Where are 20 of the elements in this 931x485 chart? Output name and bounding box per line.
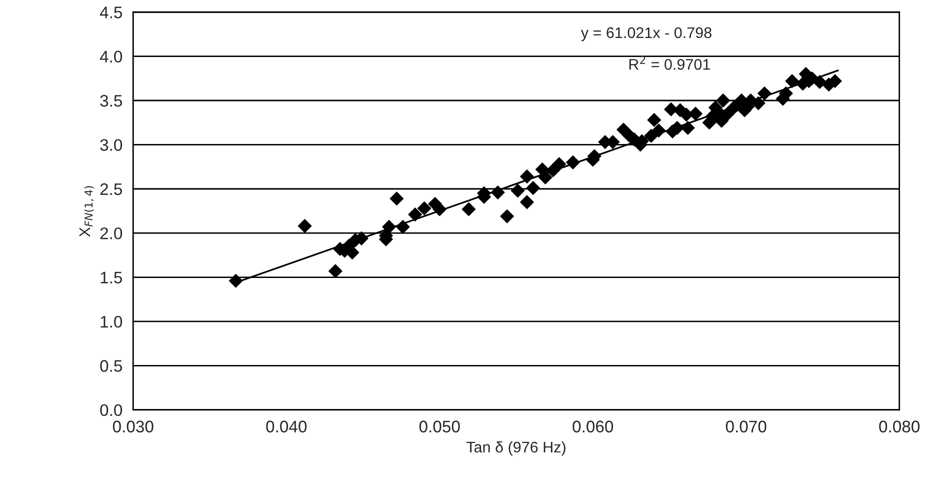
annotation: y = 61.021x - 0.798 [580,27,712,42]
annotation: R$^{2}$ = 0.9701 [629,56,710,70]
y-tick-label: 2.0 [100,227,122,240]
y-tick-label: 4.0 [100,50,122,63]
y-tick-label: 3.5 [100,94,122,107]
y-tick-label: 0.5 [100,360,122,372]
y-tick-label: 4.5 [100,6,122,18]
y-tick-label: 1.0 [100,316,122,328]
x-tick-label: 0.030 [112,420,154,432]
x-tick-label: 0.050 [419,420,460,432]
x-axis-title: Tan δ (976 Hz) [466,441,566,456]
x-tick-label: 0.070 [726,420,766,432]
x-tick-label: 0.040 [266,420,307,432]
y-tick-label: 3.0 [100,139,122,151]
y-tick-label: 0.0 [100,404,122,416]
x-tick-label: 0.080 [879,420,920,432]
y-tick-label: 2.5 [100,183,122,196]
x-tick-label: 0.060 [572,420,614,432]
y-axis-title: X$_{FN(1,4)}$ [79,186,94,237]
y-tick-label: 1.5 [100,272,122,284]
